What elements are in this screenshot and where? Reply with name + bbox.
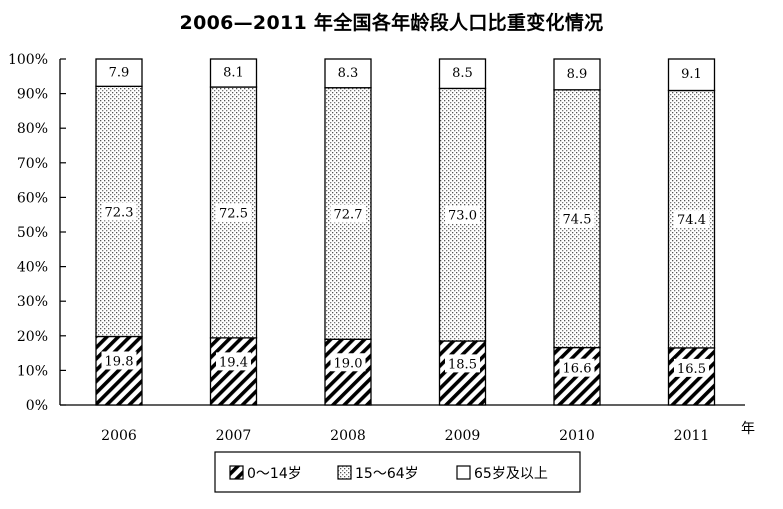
x-tick-label: 2009	[445, 428, 481, 444]
y-tick-label: 20%	[17, 329, 48, 345]
x-axis-unit: 年	[741, 421, 755, 437]
chart-title: 2006—2011 年全国各年龄段人口比重变化情况	[179, 12, 604, 34]
y-tick-label: 10%	[17, 363, 48, 379]
data-label-bg	[674, 358, 709, 377]
data-label: 16.5	[677, 362, 706, 377]
y-tick-label: 0%	[26, 398, 48, 414]
data-label: 7.9	[109, 65, 130, 80]
data-label: 8.3	[338, 66, 359, 81]
data-label: 72.5	[219, 206, 248, 221]
bar-segment-1	[324, 338, 372, 406]
data-label-bg	[216, 203, 251, 222]
data-label: 72.7	[334, 207, 363, 222]
legend-swatch	[456, 465, 471, 480]
data-label-bg	[448, 63, 477, 82]
x-tick-label: 2011	[674, 428, 710, 444]
y-tick-label: 30%	[17, 294, 48, 310]
data-label: 8.5	[452, 66, 473, 81]
data-label: 74.5	[563, 213, 592, 228]
legend-box	[214, 451, 581, 493]
x-tick-label: 2008	[330, 428, 366, 444]
data-label: 72.3	[105, 205, 134, 220]
legend-swatch	[229, 465, 244, 480]
y-tick-label: 80%	[17, 121, 48, 137]
y-tick-label: 50%	[17, 225, 48, 241]
legend-swatch	[337, 465, 352, 480]
x-tick-label: 2006	[101, 428, 137, 444]
data-label-bg	[559, 358, 595, 377]
data-label: 8.1	[223, 66, 244, 81]
bar-segment-1	[95, 335, 143, 406]
data-label: 9.1	[681, 67, 702, 82]
y-tick-label: 70%	[17, 156, 48, 172]
data-label: 8.9	[567, 67, 588, 82]
data-label-bg	[216, 352, 251, 371]
data-label-bg	[330, 204, 366, 223]
legend-label: 15～64岁	[355, 466, 419, 482]
y-tick-label: 40%	[17, 260, 48, 276]
y-tick-label: 100%	[8, 52, 48, 68]
data-label: 19.8	[105, 354, 134, 369]
data-label-bg	[445, 205, 480, 224]
data-label: 19.0	[334, 356, 363, 371]
data-label-bg	[101, 202, 137, 221]
data-label-bg	[445, 354, 480, 373]
bar-segment-1	[438, 340, 487, 406]
data-label: 18.5	[448, 357, 477, 372]
data-label-bg	[334, 62, 362, 81]
data-label-bg	[559, 209, 595, 228]
data-label: 16.6	[563, 362, 592, 377]
x-tick-label: 2007	[216, 428, 252, 444]
data-label: 74.4	[677, 213, 706, 228]
data-label-bg	[219, 62, 248, 81]
data-label: 19.4	[219, 355, 248, 370]
legend-label: 65岁及以上	[474, 466, 548, 482]
data-label-bg	[677, 64, 706, 83]
data-label-bg	[101, 351, 137, 370]
data-label: 73.0	[448, 209, 477, 224]
data-label-bg	[330, 353, 366, 372]
data-label-bg	[674, 210, 709, 229]
data-label-bg	[563, 63, 591, 82]
bar-segment-1	[209, 337, 258, 406]
x-tick-label: 2010	[559, 428, 595, 444]
y-tick-label: 90%	[17, 87, 48, 103]
legend-label: 0～14岁	[247, 466, 302, 482]
data-label-bg	[105, 62, 133, 81]
y-tick-label: 60%	[17, 190, 48, 206]
